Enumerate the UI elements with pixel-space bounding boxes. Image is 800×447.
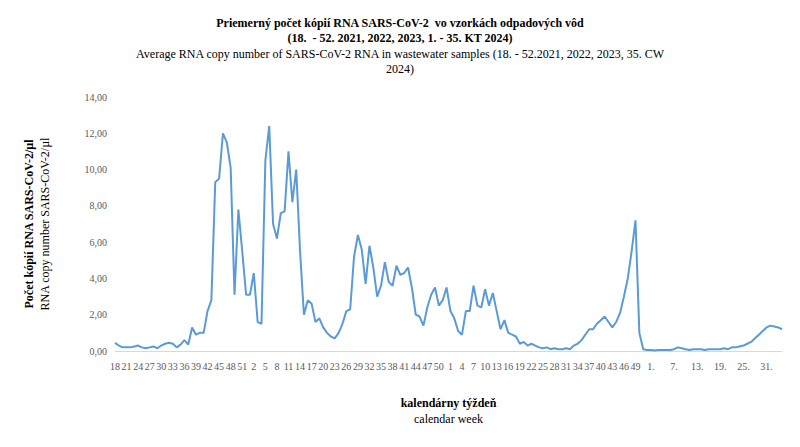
svg-text:19.: 19. <box>714 361 727 372</box>
svg-text:31: 31 <box>561 361 571 372</box>
svg-text:35: 35 <box>376 361 386 372</box>
svg-text:29: 29 <box>353 361 363 372</box>
svg-text:22: 22 <box>526 361 536 372</box>
svg-text:0,00: 0,00 <box>90 346 108 357</box>
svg-text:36: 36 <box>179 361 189 372</box>
svg-text:46: 46 <box>619 361 629 372</box>
svg-text:44: 44 <box>411 361 421 372</box>
svg-text:37: 37 <box>584 361 594 372</box>
svg-text:Average RNA copy number of SAR: Average RNA copy number of SARS-CoV-2 RN… <box>136 47 665 61</box>
svg-text:7: 7 <box>471 361 476 372</box>
svg-text:6,00: 6,00 <box>90 237 108 248</box>
svg-text:23: 23 <box>330 361 340 372</box>
svg-text:1.: 1. <box>647 361 655 372</box>
svg-text:13: 13 <box>492 361 502 372</box>
svg-text:10: 10 <box>480 361 490 372</box>
svg-text:17: 17 <box>307 361 317 372</box>
svg-text:19: 19 <box>515 361 525 372</box>
svg-text:27: 27 <box>145 361 155 372</box>
svg-text:14,00: 14,00 <box>85 92 108 103</box>
svg-text:48: 48 <box>226 361 236 372</box>
svg-text:18: 18 <box>110 361 120 372</box>
svg-text:45: 45 <box>214 361 224 372</box>
svg-text:47: 47 <box>422 361 432 372</box>
svg-text:43: 43 <box>607 361 617 372</box>
svg-text:39: 39 <box>191 361 201 372</box>
svg-text:49: 49 <box>630 361 640 372</box>
svg-text:32: 32 <box>364 361 374 372</box>
svg-text:10,00: 10,00 <box>85 164 108 175</box>
svg-text:calendar week: calendar week <box>414 412 483 426</box>
svg-text:25: 25 <box>538 361 548 372</box>
svg-text:kalendárny týždeň: kalendárny týždeň <box>401 396 497 410</box>
svg-text:40: 40 <box>596 361 606 372</box>
svg-text:2,00: 2,00 <box>90 309 108 320</box>
svg-text:(18. - 52. 2021, 2022, 2023,: (18. - 52. 2021, 2022, 2023, 1. - 35. KT… <box>287 31 512 45</box>
svg-text:5: 5 <box>263 361 268 372</box>
svg-text:30: 30 <box>156 361 166 372</box>
svg-text:2024): 2024) <box>386 62 414 76</box>
svg-text:50: 50 <box>434 361 444 372</box>
svg-text:42: 42 <box>203 361 213 372</box>
svg-text:4,00: 4,00 <box>90 273 108 284</box>
svg-text:34: 34 <box>573 361 583 372</box>
svg-text:8,00: 8,00 <box>90 200 108 211</box>
svg-text:24: 24 <box>133 361 143 372</box>
svg-text:21: 21 <box>122 361 132 372</box>
svg-text:14: 14 <box>295 361 305 372</box>
svg-text:25.: 25. <box>737 361 750 372</box>
svg-text:11: 11 <box>284 361 294 372</box>
svg-text:1: 1 <box>448 361 453 372</box>
svg-text:41: 41 <box>399 361 409 372</box>
svg-text:13.: 13. <box>691 361 704 372</box>
svg-text:26: 26 <box>341 361 351 372</box>
svg-text:8: 8 <box>274 361 279 372</box>
svg-text:Počet kópií RNA SARS-CoV-2/µl: Počet kópií RNA SARS-CoV-2/µl <box>22 139 36 309</box>
svg-text:51: 51 <box>237 361 247 372</box>
svg-text:31.: 31. <box>760 361 773 372</box>
svg-text:38: 38 <box>388 361 398 372</box>
svg-text:RNA copy number SARS-CoV-2/µl: RNA copy number SARS-CoV-2/µl <box>38 137 52 310</box>
svg-text:28: 28 <box>550 361 560 372</box>
svg-text:4: 4 <box>459 361 464 372</box>
svg-text:Priemerný počet kópií RNA SARS: Priemerný počet kópií RNA SARS-CoV-2 vo … <box>216 16 584 30</box>
svg-text:33: 33 <box>168 361 178 372</box>
svg-text:20: 20 <box>318 361 328 372</box>
svg-text:12,00: 12,00 <box>85 128 108 139</box>
svg-text:16: 16 <box>503 361 513 372</box>
svg-text:7.: 7. <box>670 361 678 372</box>
svg-text:2: 2 <box>251 361 256 372</box>
